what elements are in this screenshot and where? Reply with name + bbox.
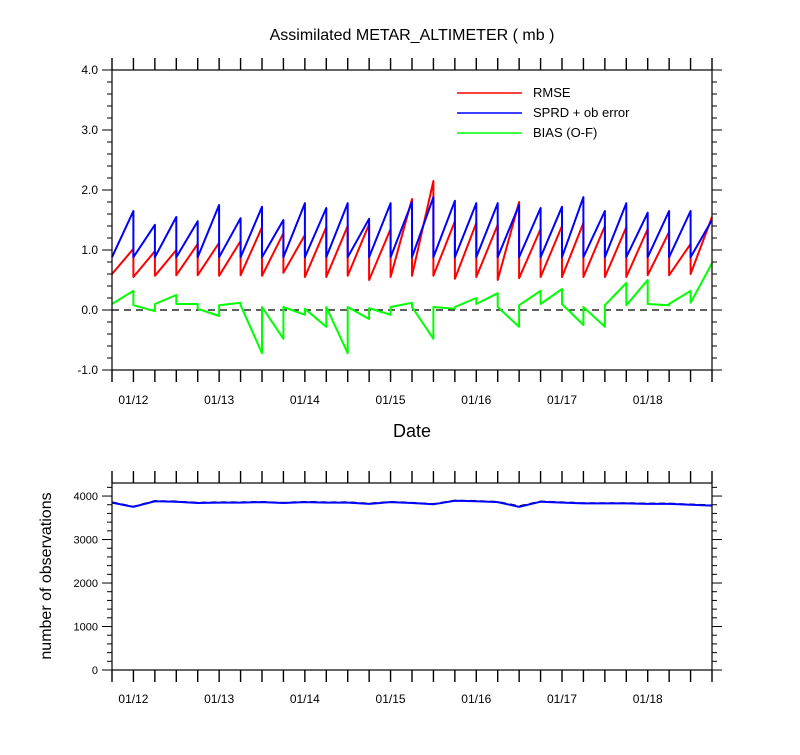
y-axis-label-observations: number of observations bbox=[38, 492, 55, 659]
y-tick-label: 1.0 bbox=[81, 243, 98, 257]
obs-y-tick-label: 0 bbox=[92, 665, 98, 677]
x-tick-label: 01/14 bbox=[290, 393, 320, 407]
obs-x-tick-label: 01/14 bbox=[290, 692, 320, 706]
obs-x-tick-label: 01/15 bbox=[376, 692, 406, 706]
x-axis-label: Date bbox=[393, 421, 431, 441]
y-tick-label: 3.0 bbox=[81, 123, 98, 137]
legend: RMSE SPRD + ob error BIAS (O-F) bbox=[457, 85, 630, 140]
obs-x-tick-label: 01/16 bbox=[461, 692, 491, 706]
obs-y-tick-label: 1000 bbox=[74, 622, 98, 634]
legend-label-rmse: RMSE bbox=[533, 85, 571, 100]
x-tick-label: 01/18 bbox=[633, 393, 663, 407]
obs-y-tick-label: 2000 bbox=[74, 578, 98, 590]
obs-x-tick-label: 01/18 bbox=[633, 692, 663, 706]
series-line-bias-o-f bbox=[111, 262, 713, 355]
obs-x-tick-label: 01/12 bbox=[118, 692, 148, 706]
y-tick-label: -1.0 bbox=[77, 363, 98, 377]
x-tick-label: 01/16 bbox=[461, 393, 491, 407]
chart-title: Assimilated METAR_ALTIMETER ( mb ) bbox=[270, 27, 555, 44]
series-line-sprd-ob-error bbox=[111, 196, 713, 259]
y-tick-label: 2.0 bbox=[81, 183, 98, 197]
obs-x-tick-label: 01/13 bbox=[204, 692, 234, 706]
x-tick-label: 01/13 bbox=[204, 393, 234, 407]
bottom-panel: 0 1000 2000 3000 4000 01/12 01/13 01/14 01/15 01/… bbox=[38, 471, 722, 706]
bottom-plot-frame bbox=[111, 482, 713, 671]
legend-label-bias-o-f: BIAS (O-F) bbox=[533, 125, 597, 140]
y-tick-label: 4.0 bbox=[81, 63, 98, 77]
x-tick-label: 01/15 bbox=[376, 393, 406, 407]
x-tick-label: 01/17 bbox=[547, 393, 577, 407]
obs-y-tick-label: 3000 bbox=[74, 535, 98, 547]
y-tick-label: 0.0 bbox=[81, 303, 98, 317]
obs-y-tick-label: 4000 bbox=[74, 491, 98, 503]
obs-x-tick-label: 01/17 bbox=[547, 692, 577, 706]
legend-label-sprd-ob-error: SPRD + ob error bbox=[533, 105, 630, 120]
x-tick-label: 01/12 bbox=[118, 393, 148, 407]
series-line-assimilated-observations bbox=[111, 499, 713, 508]
top-panel: -1.0 0.0 1.0 2.0 3.0 4.0 01/12 01/13 01/14 01/15 0… bbox=[77, 58, 722, 441]
